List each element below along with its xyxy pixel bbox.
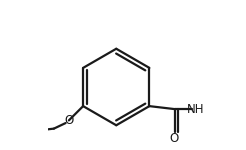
Text: O: O (64, 114, 73, 127)
Text: O: O (169, 132, 179, 145)
Text: NH: NH (187, 103, 204, 116)
